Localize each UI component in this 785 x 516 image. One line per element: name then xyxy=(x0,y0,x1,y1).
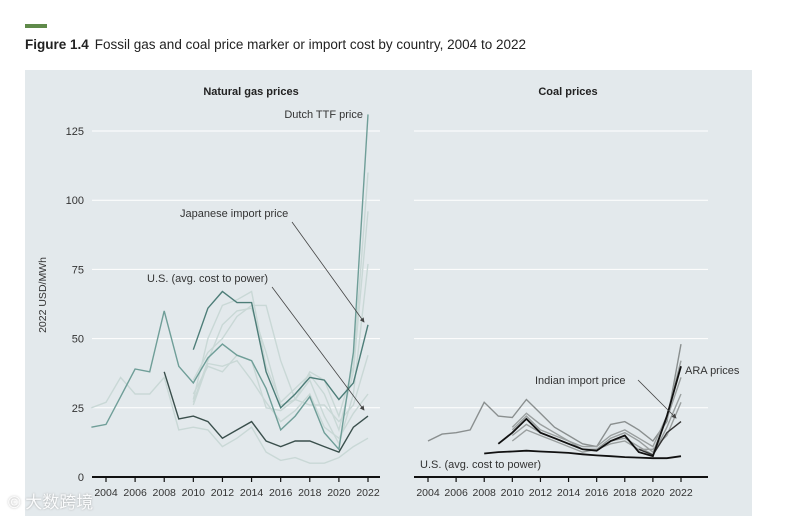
y-axis-label: 2022 USD/MWh xyxy=(37,257,49,333)
gas-panel-title: Natural gas prices xyxy=(203,86,298,98)
arrow-indian xyxy=(637,379,677,419)
y-tick-label: 50 xyxy=(72,334,84,346)
coal-x-tick-label: 2014 xyxy=(557,487,581,499)
annotation-dutch-ttf: Dutch TTF price xyxy=(284,109,363,121)
arrow-japanese xyxy=(291,221,365,323)
gas-x-tick-label: 2014 xyxy=(240,487,264,499)
gas-series-other-5 xyxy=(192,304,369,423)
arrow-us-gas xyxy=(271,286,365,411)
coal-x-tick-label: 2006 xyxy=(444,487,468,499)
annotation-us-coal: U.S. (avg. cost to power) xyxy=(420,459,541,471)
y-tick-label: 0 xyxy=(78,472,84,484)
gas-x-tick-label: 2016 xyxy=(269,487,293,499)
gas-x-tick-label: 2020 xyxy=(327,487,351,499)
gas-x-tick-label: 2008 xyxy=(153,487,177,499)
coal-x-tick-label: 2020 xyxy=(641,487,665,499)
coal-series-other-1 xyxy=(511,360,682,448)
gas-series-other-1 xyxy=(91,375,369,464)
y-tick-label: 75 xyxy=(72,264,84,276)
gas-x-tick-label: 2018 xyxy=(298,487,322,499)
gas-series-japanese-import xyxy=(192,290,369,410)
annotation-ara: ARA prices xyxy=(685,365,740,377)
figure-caption: Fossil gas and coal price marker or impo… xyxy=(94,37,526,52)
gas-x-tick-label: 2022 xyxy=(356,487,380,499)
coal-series-u-s- xyxy=(484,449,682,460)
coal-x-tick-label: 2016 xyxy=(585,487,609,499)
y-tick-label: 25 xyxy=(72,403,84,415)
coal-series-ara-indian xyxy=(497,366,682,458)
gas-series-other-4 xyxy=(192,263,369,446)
figure-title: Figure 1.4 Fossil gas and coal price mark… xyxy=(25,37,526,52)
y-tick-label: 100 xyxy=(66,195,84,207)
watermark: © 大数跨境 xyxy=(8,493,94,512)
coal-x-tick-label: 2008 xyxy=(473,487,497,499)
gas-x-tick-label: 2006 xyxy=(123,487,147,499)
coal-series-other-dark xyxy=(638,421,682,456)
coal-x-tick-label: 2018 xyxy=(613,487,637,499)
gas-series-other-6 xyxy=(192,359,369,440)
gas-series-other-2 xyxy=(192,172,369,419)
gas-x-tick-label: 2012 xyxy=(211,487,235,499)
gas-x-tick-label: 2010 xyxy=(182,487,206,499)
annotation-indian: Indian import price xyxy=(535,375,626,387)
figure-number: Figure 1.4 xyxy=(25,37,89,52)
coal-x-tick-label: 2010 xyxy=(501,487,525,499)
coal-panel-title: Coal prices xyxy=(538,86,597,98)
annotation-japanese: Japanese import price xyxy=(180,208,288,220)
gas-series-dutch-ttf xyxy=(91,114,369,451)
coal-x-tick-label: 2012 xyxy=(529,487,553,499)
gas-series-other-3 xyxy=(192,211,369,433)
gas-x-tick-label: 2004 xyxy=(94,487,118,499)
accent-bar xyxy=(25,24,47,28)
coal-x-tick-label: 2022 xyxy=(669,487,693,499)
y-tick-label: 125 xyxy=(66,126,84,138)
annotation-us-gas: U.S. (avg. cost to power) xyxy=(147,273,268,285)
gas-series-u-s- xyxy=(163,371,369,453)
coal-series-other-long xyxy=(427,343,682,448)
coal-series-other-4 xyxy=(511,402,682,453)
coal-x-tick-label: 2004 xyxy=(416,487,440,499)
